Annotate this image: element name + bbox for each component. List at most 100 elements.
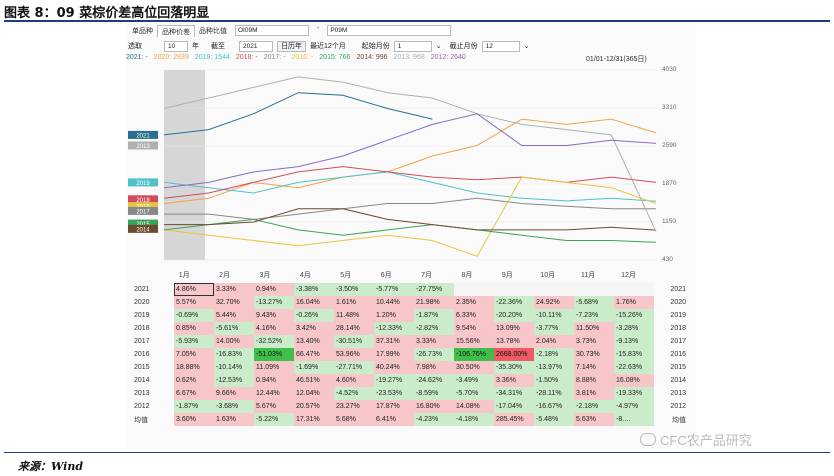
table-cell: -2.18%: [534, 348, 574, 361]
table-cell: -35.30%: [494, 361, 534, 374]
series-line-2021[interactable]: [163, 92, 433, 136]
series-line-2016[interactable]: [163, 176, 657, 257]
table-cell: 13.09%: [494, 322, 534, 335]
calendar-year-button[interactable]: 日历年: [277, 40, 306, 52]
legend-item[interactable]: 2012: 2640: [430, 54, 466, 61]
end-month-label: 截止月份: [449, 43, 478, 50]
row-year-label: 2012: [134, 403, 150, 410]
series-tag-label: 2014: [136, 227, 150, 233]
chevron-down-icon[interactable]: ⌄: [435, 43, 442, 50]
legend-item[interactable]: 2018: -: [235, 54, 258, 61]
series-line-2014[interactable]: [164, 208, 657, 231]
page-title: 图表 8：09 菜棕价差高位回落明显: [4, 6, 210, 21]
tab-single[interactable]: 单品种: [132, 28, 153, 35]
table-cell: 8.88%: [574, 374, 614, 387]
x-tick-label: 8月: [461, 272, 473, 279]
table-cell: -23.53%: [374, 387, 414, 400]
row-year-label-right: 2017: [670, 338, 686, 345]
table-cell: 14.00%: [214, 335, 254, 348]
series-line-2015[interactable]: [163, 218, 657, 243]
table-cell: -7.23%: [574, 309, 614, 322]
table-cell: -9.13%: [614, 335, 654, 348]
bottom-divider: [4, 452, 830, 453]
series-line-2012[interactable]: [163, 113, 657, 189]
years-input[interactable]: 10: [164, 40, 188, 52]
table-cell: 3.73%: [574, 335, 614, 348]
start-month-select[interactable]: 1: [393, 40, 432, 52]
legend-item[interactable]: 2016: -: [291, 54, 314, 61]
legend-item[interactable]: 2014: 996: [356, 54, 388, 61]
table-cell: 16.04%: [294, 296, 334, 309]
row-year-label: 2016: [134, 351, 150, 358]
x-tick-label: 4月: [299, 272, 311, 279]
table-cell: -3.38%: [294, 283, 334, 296]
row-year-label-right: 2021: [670, 286, 686, 293]
table-cell: -5.77%: [374, 283, 414, 296]
row-year-label: 2013: [134, 390, 150, 397]
table-cell: -106.76%: [454, 348, 494, 361]
table-cell: 11.48%: [334, 309, 374, 322]
month-axis: 1月 2月 3月 4月 5月 6月 7月 8月 9月 10月 11月 12月: [164, 270, 649, 280]
table-cell: -3.28%: [614, 322, 654, 335]
series-tag-2016: [128, 202, 158, 211]
table-cell: 13.78%: [494, 335, 534, 348]
table-cell: -51.03%: [254, 348, 294, 361]
table-cell: -4.23%: [414, 413, 454, 426]
legend-item[interactable]: 2015: 766: [319, 54, 351, 61]
table-row: 2019 -0.69% 5.44% 9.43% -0.26% 11.48% 1.20% -1.…: [126, 309, 690, 322]
table-cell: 5.57%: [174, 296, 214, 309]
table-cell: [534, 283, 574, 296]
table-cell: [614, 283, 654, 296]
table-cell: -12.33%: [374, 322, 414, 335]
table-cell: 5.68%: [334, 413, 374, 426]
recent-12-months-button[interactable]: 最近12个月: [310, 43, 346, 50]
table-cell: 13.40%: [294, 335, 334, 348]
chevron-down-icon[interactable]: ⌄: [523, 43, 530, 50]
row-year-label-right: 2020: [670, 299, 686, 306]
series-tag-2017: [128, 206, 158, 215]
table-cell: 9.66%: [214, 387, 254, 400]
table-cell: 7.05%: [174, 348, 214, 361]
table-cell: 10.44%: [374, 296, 414, 309]
table-cell: 3.33%: [414, 335, 454, 348]
series-line-2020[interactable]: [163, 118, 657, 204]
series-line-2013[interactable]: [163, 76, 657, 232]
until-input[interactable]: 2021: [239, 40, 273, 52]
series-line-2017[interactable]: [164, 197, 656, 220]
row-year-label-right: 2015: [670, 364, 686, 371]
table-cell: -26.73%: [414, 348, 454, 361]
table-cell: -5.70%: [454, 387, 494, 400]
series-line-2018[interactable]: [163, 166, 657, 199]
table-cell: 20.57%: [294, 400, 334, 413]
legend-item[interactable]: 2017: -: [263, 54, 286, 61]
series-line-2019[interactable]: [163, 171, 657, 202]
legend-item[interactable]: 2020: 2839: [153, 54, 189, 61]
table-cell: -3.49%: [454, 374, 494, 387]
table-row: 2021 4.86% 3.33% 0.94% -3.38% -3.50% -5.77% -27…: [126, 283, 690, 296]
table-cell: 30.73%: [574, 348, 614, 361]
table-cell: 5.44%: [214, 309, 254, 322]
end-month-select[interactable]: 12: [481, 40, 520, 52]
table-cell: 3.42%: [294, 322, 334, 335]
table-cell: -1.87%: [174, 400, 214, 413]
row-year-label: 2015: [134, 364, 150, 371]
tab-spread[interactable]: 品种价差: [157, 25, 195, 37]
row-year-label: 2021: [134, 286, 150, 293]
table-cell: 21.98%: [414, 296, 454, 309]
data-table: 2021 4.86% 3.33% 0.94% -3.38% -3.50% -5.77% -27…: [126, 283, 690, 426]
contract-input-2[interactable]: P09M: [327, 25, 452, 36]
table-cell: [494, 283, 534, 296]
legend-item[interactable]: 2019: 1544: [194, 54, 230, 61]
table-row: 2018 0.85% -5.61% 4.16% 3.42% 28.14% -12.33% -2…: [126, 322, 690, 335]
january-highlight: [164, 70, 205, 260]
legend-item[interactable]: 2013: 968: [393, 54, 425, 61]
row-year-label: 2018: [134, 325, 150, 332]
row-year-label-right: 2019: [670, 312, 686, 319]
legend-item[interactable]: 2021: -: [126, 54, 148, 61]
tab-ratio[interactable]: 品种比值: [199, 28, 227, 35]
contract-input-1[interactable]: OI09M: [235, 25, 309, 36]
x-tick-label: 3月: [259, 272, 271, 279]
table-cell: -4.52%: [334, 387, 374, 400]
row-year-label-right: 2014: [670, 377, 686, 384]
tab-bar: 单品种 品种价差 品种比值 OI09M - P09M: [128, 25, 452, 37]
